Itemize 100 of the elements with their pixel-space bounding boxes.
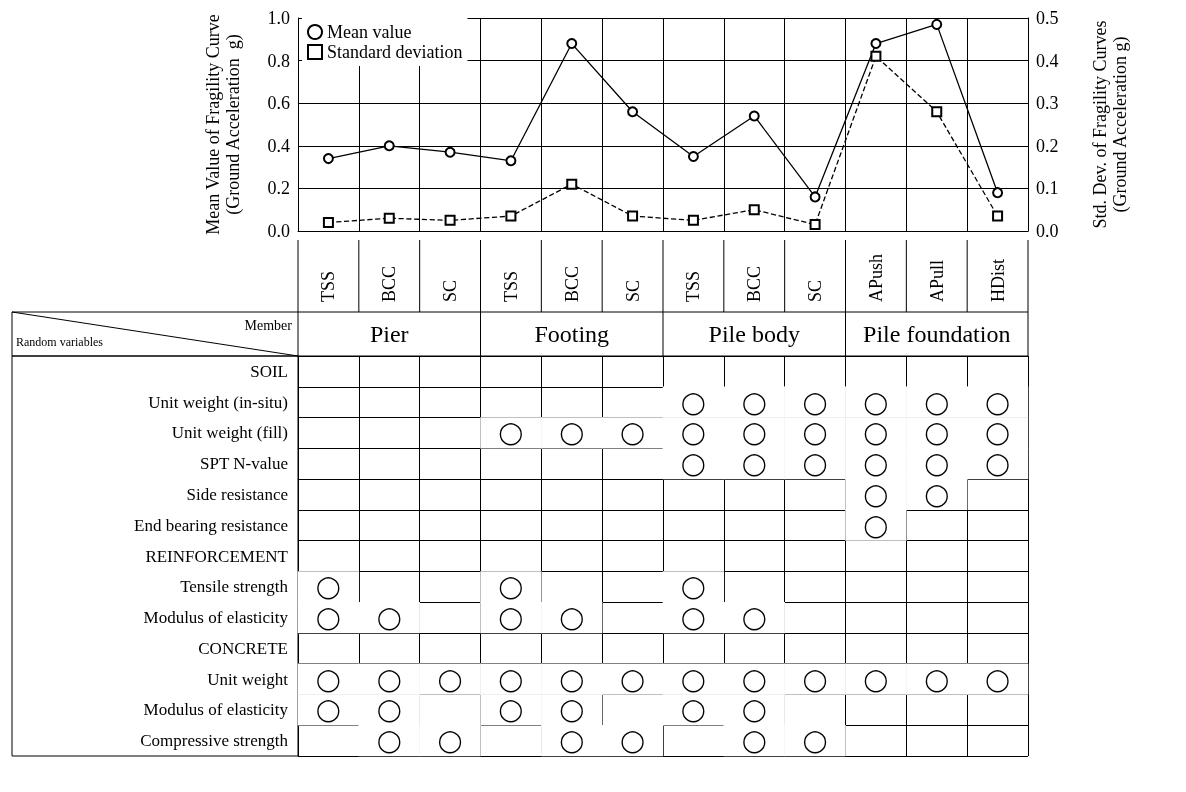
text: ◯ <box>924 420 950 446</box>
text: ◯ <box>437 728 463 754</box>
text: ◯ <box>376 605 402 631</box>
text: ◯ <box>376 666 402 692</box>
text: ◯ <box>924 451 950 477</box>
x-tick-label: HDist <box>987 258 1008 302</box>
text: ◯ <box>681 451 706 477</box>
text: ◯ <box>681 666 706 692</box>
x-tick-label: SC <box>805 279 826 302</box>
text: ◯ <box>559 605 585 631</box>
y2-axis-title: Std. Dev. of Fragility Curves (Ground Acceleration g) <box>1090 20 1131 229</box>
text: ◯ <box>498 574 524 600</box>
text: ◯ <box>498 697 524 723</box>
text: ◯ <box>863 451 889 477</box>
text: Pile body <box>708 321 800 347</box>
x-tick-label: SC <box>440 279 461 302</box>
text: ◯ <box>620 666 645 692</box>
text: ◯ <box>985 451 1010 477</box>
text: Random variables <box>16 335 104 349</box>
text: ◯ <box>863 389 889 415</box>
text: ◯ <box>316 666 341 692</box>
text: ◯ <box>498 605 524 631</box>
text: ◯ <box>802 666 828 692</box>
text: ◯ <box>681 605 706 631</box>
y-tick-label: 1.0 <box>267 8 290 28</box>
y2-tick-label: 0.3 <box>1036 93 1059 114</box>
x-tick-label: SC <box>622 279 643 302</box>
y-tick-label: CONCRETE <box>198 638 288 658</box>
y-tick-label: Unit weight <box>207 669 289 689</box>
y-tick-label: Unit weight (fill) <box>171 423 288 443</box>
text: ◯ <box>681 420 706 446</box>
text: ◯ <box>620 728 645 754</box>
x-tick-label: BCC <box>744 265 765 302</box>
text: ◯ <box>681 389 706 415</box>
text: ◯ <box>741 420 767 446</box>
text: ◯ <box>498 666 524 692</box>
text: ◯ <box>681 574 706 600</box>
text: ◯ <box>559 697 585 723</box>
y2-tick-label: 0.0 <box>1036 221 1059 241</box>
text: ◯ <box>802 728 828 754</box>
text: Member <box>244 317 293 333</box>
legend-label: Mean value <box>327 22 412 42</box>
y-tick-label: Compressive strength <box>140 731 289 751</box>
text: ◯ <box>316 697 341 723</box>
text: ◯ <box>802 389 828 415</box>
y2-tick-label: 0.5 <box>1036 8 1059 28</box>
x-tick-label: TSS <box>683 270 704 302</box>
text: ◯ <box>741 389 767 415</box>
text: ◯ <box>376 697 402 723</box>
text: ◯ <box>741 666 767 692</box>
text: ◯ <box>741 605 767 631</box>
y-tick-label: Tensile strength <box>180 577 289 597</box>
text: ◯ <box>863 420 889 446</box>
text: Footing <box>534 321 610 347</box>
text: ◯ <box>863 666 889 692</box>
y-tick-label: SPT N-value <box>200 454 288 474</box>
y-tick-label: Side resistance <box>186 484 288 504</box>
y-tick-label: 0.6 <box>267 93 290 114</box>
y2-tick-label: 0.2 <box>1036 135 1059 156</box>
y-tick-label: Modulus of elasticity <box>143 700 289 720</box>
y-tick-label: 0.8 <box>267 50 290 71</box>
text: ◯ <box>559 420 585 446</box>
text: ◯ <box>924 389 950 415</box>
y-tick-label: End bearing resistance <box>134 515 288 535</box>
text: Pier <box>369 321 409 347</box>
text: ◯ <box>924 481 950 507</box>
text: ◯ <box>741 451 767 477</box>
y-tick-label: 0.4 <box>267 135 290 156</box>
text: ◯ <box>376 728 402 754</box>
text: ◯ <box>316 574 341 600</box>
text: ◯ <box>741 728 767 754</box>
text: ◯ <box>985 420 1010 446</box>
x-tick-label: BCC <box>379 265 400 302</box>
text: ◯ <box>924 666 950 692</box>
x-tick-label: APush <box>865 253 886 302</box>
text: ◯ <box>559 666 585 692</box>
text: Pile foundation <box>863 321 1011 347</box>
y-tick-label: SOIL <box>250 361 288 381</box>
text: ◯ <box>985 666 1010 692</box>
y-tick-label: Modulus of elasticity <box>143 608 289 628</box>
y-tick-label: 0.0 <box>267 221 290 241</box>
text: ◯ <box>741 697 767 723</box>
y2-tick-label: 0.1 <box>1036 178 1059 199</box>
text: ◯ <box>681 697 706 723</box>
text: ◯ <box>498 420 524 446</box>
x-tick-label: TSS <box>318 270 339 302</box>
text: ◯ <box>863 481 889 507</box>
text: ◯ <box>802 451 828 477</box>
y2-tick-label: 0.4 <box>1036 50 1059 71</box>
text: ◯ <box>802 420 828 446</box>
x-tick-label: TSS <box>500 270 521 302</box>
text: ◯ <box>437 666 463 692</box>
y-tick-label: 0.2 <box>267 178 290 199</box>
y-axis-title: Mean Value of Fragility Curve (Ground Acceleration g) <box>203 14 244 235</box>
text: ◯ <box>620 420 645 446</box>
text: ◯ <box>985 389 1010 415</box>
legend-label: Standard deviation <box>327 42 463 62</box>
x-tick-label: APull <box>926 259 947 302</box>
y-tick-label: REINFORCEMENT <box>145 546 289 566</box>
x-tick-label: BCC <box>561 265 582 302</box>
